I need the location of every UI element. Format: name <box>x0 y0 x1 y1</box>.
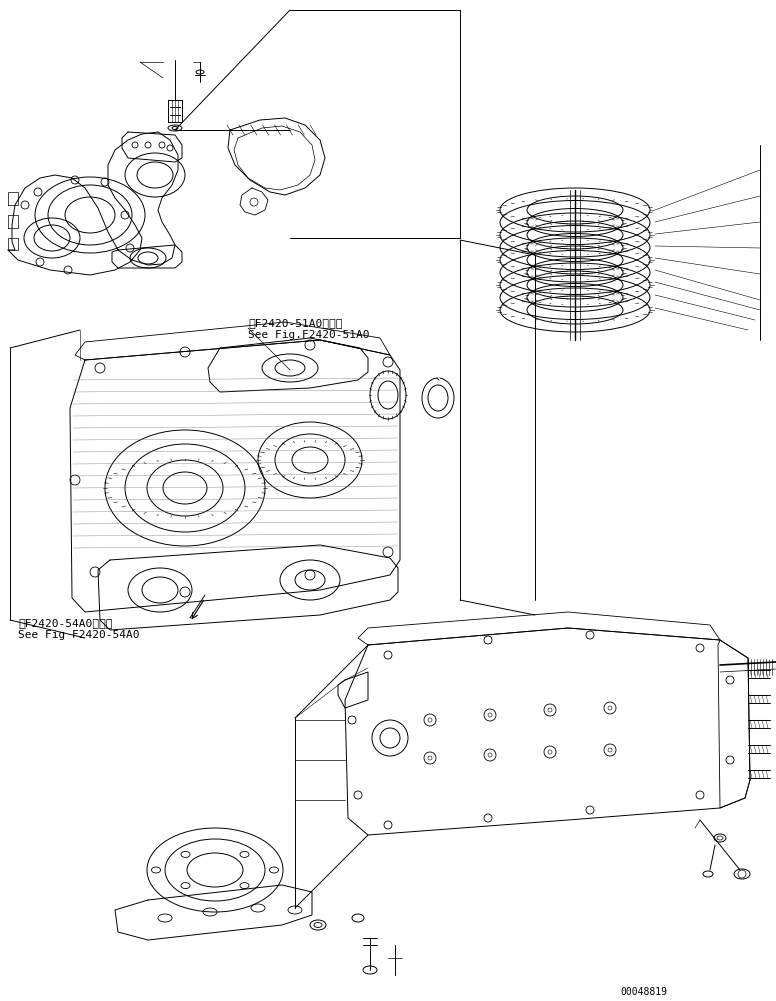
Text: 第F2420-51A0図参照
See Fig.F2420-51A0: 第F2420-51A0図参照 See Fig.F2420-51A0 <box>248 318 369 339</box>
Text: 00048819: 00048819 <box>620 987 667 997</box>
Text: 第F2420-54A0図参照
See Fig F2420-54A0: 第F2420-54A0図参照 See Fig F2420-54A0 <box>18 618 140 640</box>
